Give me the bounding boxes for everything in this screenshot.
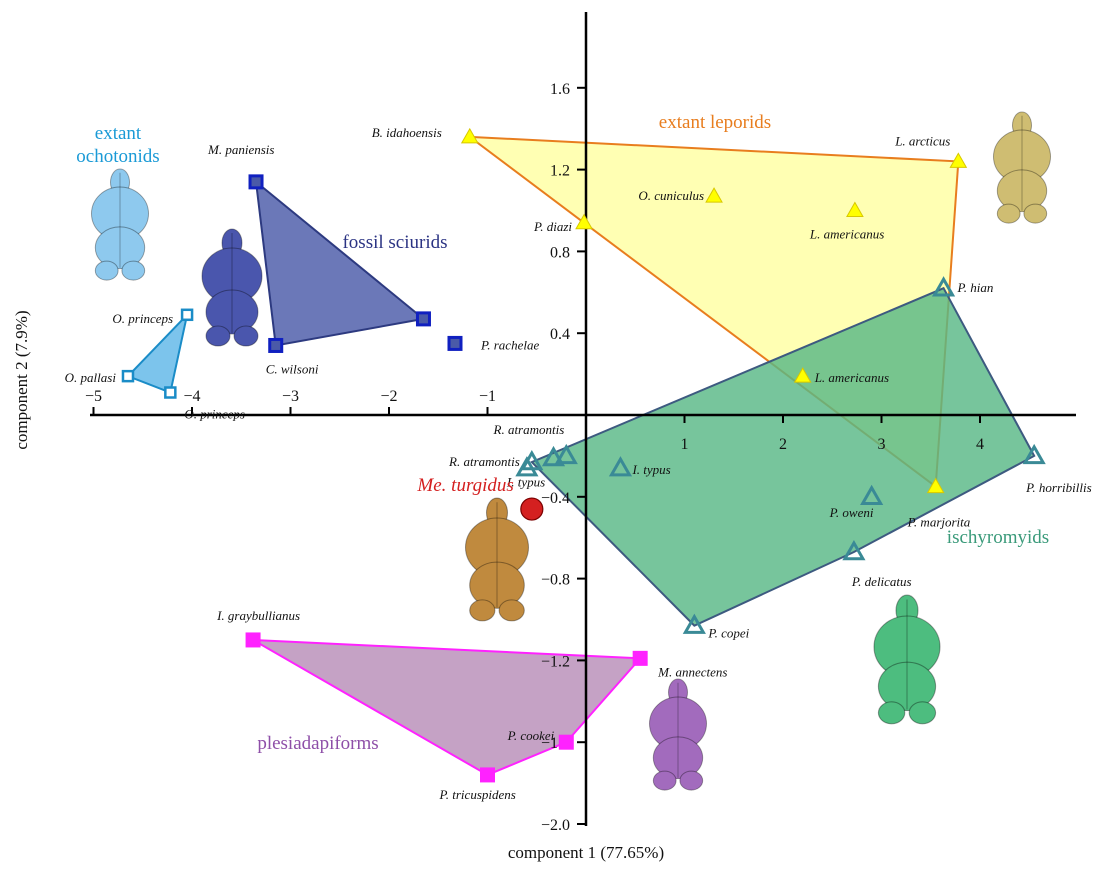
point-p-oweni [860,484,884,506]
group-label-fossil-sciurids: fossil sciurids [342,232,447,253]
point-label-o-cuniculus: O. cuniculus [638,188,704,203]
skull-illustrations [91,111,1051,791]
x-tick-label: −3 [282,388,299,405]
data-points [121,127,1046,783]
group-label-ischyromyids: ischyromyids [947,527,1049,548]
point-labels: B. idahoensis L. arcticus O. cuniculus L. a… [65,125,1092,802]
group-labels: Me. turgidus extant leporids fossil sciuri… [76,112,1049,754]
group-label-me-turgidus: Me. turgidus [416,475,513,496]
skull-ischyromyids-icon [873,594,941,725]
point-p-rachelae [447,335,463,351]
y-tick-label: −2.0 [541,817,570,834]
point-label-i-graybullianus: I. graybullianus [216,608,300,623]
skull-me-turgidus-icon [464,497,530,622]
skull-plesiadapiforms-icon [649,678,707,791]
point-label-o-pallasi: O. pallasi [65,370,117,385]
point-l-arcticus [949,152,968,168]
point-o-princeps [180,308,194,322]
skull-fossil-sciurids-icon [201,228,263,347]
x-tick-label: −2 [380,388,397,405]
point-label-p-cookei: P. cookei [507,728,555,743]
point-label-o-princeps: O. princeps [112,311,173,326]
point-p-horribillis [1022,443,1046,465]
point-i-graybullianus [245,632,261,648]
x-tick-label: −1 [479,388,496,405]
x-axis-title: component 1 (77.65%) [508,843,664,862]
y-tick-label: −1.2 [541,653,570,670]
skull-extant-ochotonids-icon [91,168,149,281]
point-o-pallasi [121,369,135,383]
point-m-annectens [632,650,648,666]
x-tick-label: 4 [976,436,984,453]
point-p-copei [682,613,706,634]
point-label-p-hian: P. hian [957,280,994,295]
point-c-wilsoni [268,337,284,353]
point-label-p-copei: P. copei [707,626,749,641]
point-p-hian [931,276,956,297]
point-unlabeled [541,445,566,467]
y-tick-label: −0.8 [541,572,570,589]
y-tick-label: 0.4 [550,326,570,343]
point-label-l-americanus: L. americanus [814,370,889,385]
point-l-americanus [793,367,812,383]
x-tick-label: 2 [779,436,787,453]
group-label-extant-leporids: extant leporids [659,112,771,133]
group-label-plesiadapiforms: plesiadapiforms [257,733,378,754]
point-label-c-wilsoni: C. wilsoni [266,361,319,376]
point-p-rachelae [415,311,431,327]
group-hulls [126,135,1036,777]
x-tick-label: 1 [681,436,689,453]
point-me-turgidus [520,497,544,521]
y-tick-label: 1.6 [550,81,570,98]
y-tick-label: −0.4 [541,490,570,507]
point-label-o-princeps: O. princeps [184,407,245,422]
x-tick-label: 3 [878,436,886,453]
hull-fossil-sciurids [254,179,426,347]
point-label-p-delicatus: P. delicatus [851,574,912,589]
y-axis-title: component 2 (7.9%) [12,310,31,449]
point-p-tricuspidens [480,767,495,783]
point-label-p-tricuspidens: P. tricuspidens [439,787,516,802]
point-label-l-arcticus: L. arcticus [894,133,950,148]
point-label-i-typus: I. typus [506,474,545,489]
point-p-marjorita [926,477,945,494]
hull-ischyromyids [530,286,1036,627]
hull-extant-ochotonids [126,311,189,394]
point-i-typus [608,456,633,477]
point-label-p-rachelae: P. rachelae [480,337,539,352]
point-label-i-typus: I. typus [631,462,670,477]
point-r-atramontis [554,443,578,465]
y-tick-label: 1.2 [550,163,570,180]
point-label-l-americanus: L. americanus [809,227,884,242]
point-b-idahoensis [460,127,479,144]
skull-extant-leporids-icon [993,111,1051,224]
y-tick-label: 0.8 [550,244,570,261]
point-label-p-diazi: P. diazi [533,219,572,234]
point-label-p-oweni: P. oweni [829,505,874,520]
x-tick-label: −4 [183,388,200,405]
point-label-r-atramontis: R. atramontis [493,422,565,437]
point-label-m-paniensis: M. paniensis [207,142,274,157]
point-label-p-horribillis: P. horribillis [1025,480,1092,495]
point-l-americanus [846,201,864,217]
point-label-m-annectens: M. annectens [657,664,727,679]
point-o-cuniculus [705,187,723,203]
point-p-diazi [575,213,593,230]
point-label-r-atramontis: R. atramontis [448,454,520,469]
point-unlabeled [515,456,539,477]
point-p-cookei [558,734,574,750]
point-o-princeps [164,386,177,399]
point-m-paniensis [248,174,264,190]
point-label-p-marjorita: P. marjorita [907,515,971,530]
point-p-delicatus [842,539,866,561]
point-label-b-idahoensis: B. idahoensis [372,125,442,140]
x-tick-label: −5 [85,388,102,405]
group-label-extant-ochotonids: extant ochotonids [76,123,159,167]
